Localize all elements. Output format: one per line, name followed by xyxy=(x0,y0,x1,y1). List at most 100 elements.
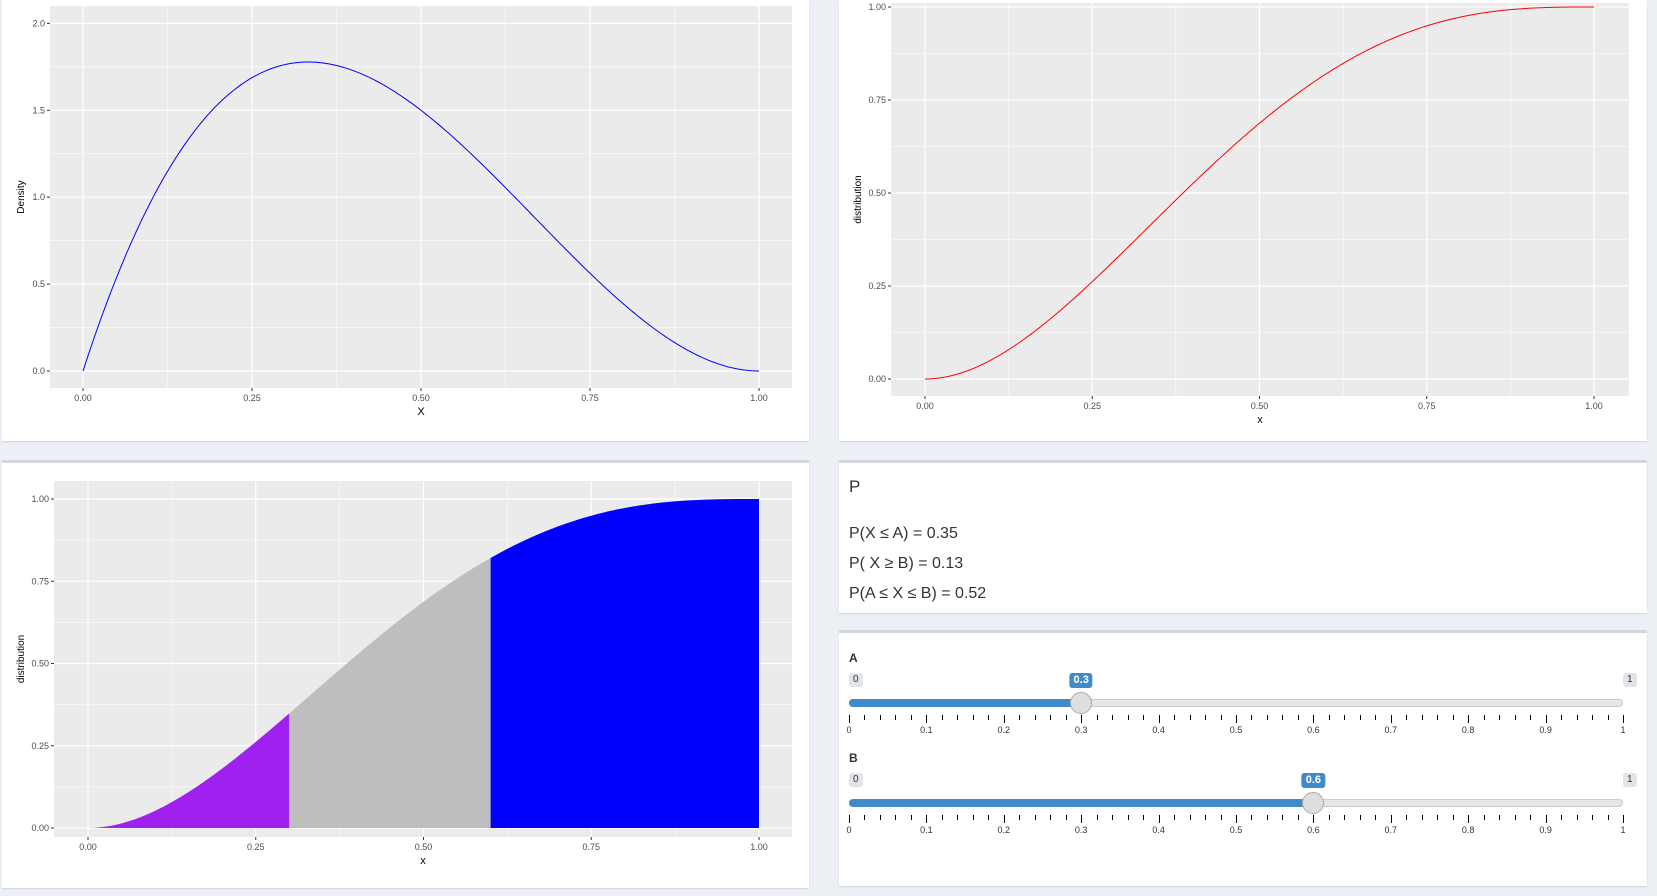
slider-major-tick xyxy=(1313,815,1315,823)
slider-minor-tick xyxy=(941,815,943,820)
slider-minor-tick xyxy=(1499,815,1501,820)
cdf-line xyxy=(924,6,1594,380)
y-tick-label: 0.0 xyxy=(32,366,45,376)
shade-area-left xyxy=(88,713,290,828)
slider-minor-tick xyxy=(957,815,959,820)
x-tick-label: 1.00 xyxy=(750,393,768,403)
slider-major-tick xyxy=(1081,815,1083,823)
shaded-cdf-chart: 0.00 0.25 0.50 0.75 1.00 0.00 0.25 0.50 0.75 1.00… xyxy=(16,481,792,867)
slider-minor-tick xyxy=(1143,815,1145,820)
slider-minor-tick xyxy=(1375,815,1377,820)
slider-minor-tick xyxy=(1359,815,1361,820)
shade-area-right xyxy=(490,499,759,828)
slider-minor-tick xyxy=(1576,715,1578,720)
slider-minor-tick xyxy=(1297,815,1299,820)
slider-minor-tick xyxy=(864,715,866,720)
slider-minor-tick xyxy=(1576,815,1578,820)
slider-major-tick xyxy=(1545,815,1547,823)
slider-major-tick xyxy=(1623,715,1624,723)
slider-a-handle[interactable] xyxy=(1070,692,1093,714)
x-tick-label: 0.00 xyxy=(916,401,934,411)
slider-b-ticks: 0 0.1 0.2 0.3 0.4 0.5 0.6 0.7 0.8 0.9 1 xyxy=(846,815,1626,835)
slider-tick-label: 0.7 xyxy=(1384,825,1398,835)
slider-b-max: 1 xyxy=(1623,773,1637,787)
slider-tick-label: 0 xyxy=(846,725,852,735)
slider-minor-tick xyxy=(1437,715,1439,720)
slider-minor-tick xyxy=(1328,715,1330,720)
slider-minor-tick xyxy=(1050,715,1052,720)
slider-tick-label: 0.3 xyxy=(1074,825,1088,835)
slider-minor-tick xyxy=(1421,815,1423,820)
slider-minor-tick xyxy=(1220,715,1222,720)
slider-minor-tick xyxy=(1592,815,1594,820)
slider-major-tick xyxy=(1081,715,1083,723)
slider-tick-label: 0.5 xyxy=(1229,825,1243,835)
slider-minor-tick xyxy=(1282,715,1284,720)
x-axis-label: x xyxy=(420,855,426,867)
prob-less-equal-a: P(X ≤ A) = 0.35 xyxy=(849,525,958,542)
slider-tick-label: 0.1 xyxy=(920,825,933,835)
slider-tick-label: 0.2 xyxy=(997,725,1011,735)
slider-tick-label: 0.7 xyxy=(1384,725,1398,735)
slider-major-tick xyxy=(1390,815,1392,823)
density-line xyxy=(82,61,760,372)
slider-a-max: 1 xyxy=(1623,673,1637,687)
slider-minor-tick xyxy=(1205,715,1207,720)
slider-minor-tick xyxy=(910,815,912,820)
y-tick-label: 0.00 xyxy=(868,374,886,384)
slider-b-handle[interactable] xyxy=(1302,792,1325,814)
slider-minor-tick xyxy=(988,715,990,720)
slider-tick-label: 0.6 xyxy=(1307,825,1320,835)
slider-minor-tick xyxy=(941,715,943,720)
x-tick-label: 0.75 xyxy=(582,842,600,852)
slider-minor-tick xyxy=(895,815,897,820)
prob-greater-equal-b: P( X ≥ B) = 0.13 xyxy=(849,555,964,572)
slider-minor-tick xyxy=(1359,715,1361,720)
slider-major-tick xyxy=(1390,715,1392,723)
slider-minor-tick xyxy=(1019,715,1021,720)
slider-tick-label: 0.2 xyxy=(997,825,1011,835)
slider-minor-tick xyxy=(1189,815,1191,820)
slider-major-tick xyxy=(1158,815,1160,823)
x-tick-label: 0.25 xyxy=(1083,401,1101,411)
slider-minor-tick xyxy=(1019,815,1021,820)
y-tick-label: 0.75 xyxy=(868,95,886,105)
x-axis-label: X xyxy=(417,406,425,418)
slider-minor-tick xyxy=(1251,815,1253,820)
slider-minor-tick xyxy=(1220,815,1222,820)
slider-minor-tick xyxy=(1375,715,1377,720)
slider-tick-label: 0.1 xyxy=(920,725,933,735)
slider-minor-tick xyxy=(895,715,897,720)
slider-minor-tick xyxy=(1065,815,1067,820)
slider-minor-tick xyxy=(1127,815,1129,820)
y-tick-label: 1.0 xyxy=(32,192,45,202)
slider-panel: A 0 1 0.3 0 0.1 0.2 0.3 0.4 0.5 0.6 0.7 0.8 0.9 1 … xyxy=(839,630,1647,886)
slider-tick-label: 0.8 xyxy=(1461,825,1475,835)
x-tick-label: 0.50 xyxy=(1251,401,1269,411)
slider-a-ticks: 0 0.1 0.2 0.3 0.4 0.5 0.6 0.7 0.8 0.9 1 xyxy=(846,715,1626,735)
slider-tick-label: 0 xyxy=(846,825,852,835)
probability-title: P xyxy=(849,477,861,496)
slider-minor-tick xyxy=(1328,815,1330,820)
slider-minor-tick xyxy=(1205,815,1207,820)
slider-b-label: B xyxy=(849,751,858,765)
slider-minor-tick xyxy=(1127,715,1129,720)
slider-minor-tick xyxy=(1421,715,1423,720)
y-tick-label: 0.50 xyxy=(868,188,886,198)
slider-major-tick xyxy=(849,715,850,723)
slider-minor-tick xyxy=(1607,815,1609,820)
x-tick-label: 0.25 xyxy=(247,842,265,852)
y-tick-label: 1.5 xyxy=(32,105,45,115)
slider-tick-label: 0.9 xyxy=(1539,825,1552,835)
slider-major-tick xyxy=(1236,715,1237,723)
y-axis-label: Density xyxy=(16,180,27,213)
slider-tick-label: 0.4 xyxy=(1152,825,1165,835)
slider-b-min: 0 xyxy=(849,773,863,787)
slider-minor-tick xyxy=(1143,715,1145,720)
slider-minor-tick xyxy=(1483,815,1485,820)
slider-minor-tick xyxy=(1406,815,1408,820)
slider-a-min: 0 xyxy=(849,673,863,687)
density-plot-panel: 0.00 0.25 0.50 0.75 1.00 0.0 0.5 1.0 1.5 2.0 X Dens… xyxy=(2,0,809,441)
slider-major-tick xyxy=(1623,815,1624,823)
slider-a-label: A xyxy=(849,651,858,665)
